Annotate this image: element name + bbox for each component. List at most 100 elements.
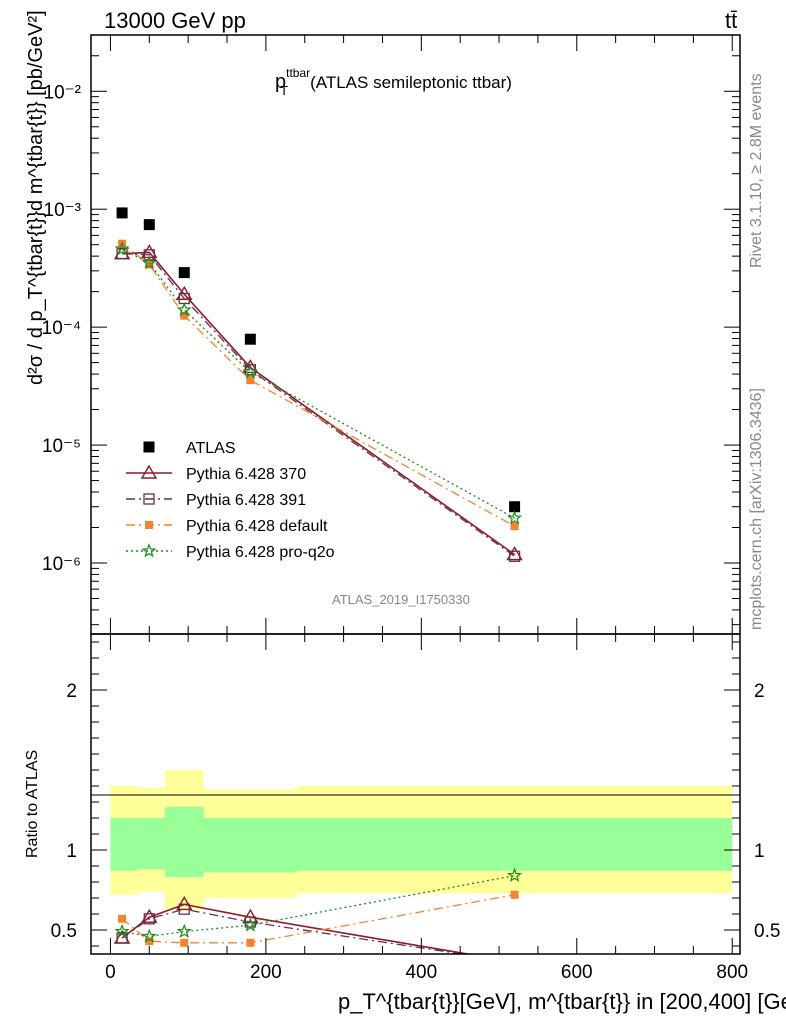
- data-point: [176, 896, 193, 911]
- data-point: [116, 932, 128, 944]
- x-axis-label: p_T^{tbar{t}}[GeV], m^{tbar{t}} in [200,…: [338, 989, 786, 1014]
- legend-entry: Pythia 6.428 pro-q2o: [126, 543, 335, 561]
- ratio-frame: [90, 633, 741, 955]
- data-point: [510, 522, 519, 531]
- legend-label: Pythia 6.428 391: [186, 492, 306, 509]
- legend-entry: Pythia 6.428 370: [126, 464, 306, 483]
- y-tick-label: 10⁻⁴: [42, 318, 81, 339]
- ratio-data-layer: [113, 867, 523, 954]
- legend-marker: [140, 464, 158, 479]
- ratio-y-tick-label: 1: [66, 841, 77, 862]
- legend-marker: [143, 441, 155, 453]
- data-point: [178, 903, 190, 915]
- x-tick-label: 400: [405, 962, 437, 983]
- data-point: [145, 260, 154, 269]
- title-rest: (ATLAS semileptonic ttbar): [310, 73, 512, 92]
- series-line: [122, 251, 516, 556]
- x-tick-label: 800: [716, 962, 748, 983]
- y-tick-label: 10⁻⁵: [42, 436, 81, 457]
- legend-label: Pythia 6.428 370: [186, 466, 306, 483]
- data-point: [143, 219, 155, 231]
- title-sub: T: [280, 83, 288, 98]
- data-point: [508, 550, 521, 562]
- series-line: [121, 248, 515, 519]
- x-tick-label: 200: [250, 962, 282, 983]
- series-1: [116, 903, 467, 954]
- data-point: [141, 908, 158, 923]
- legend-entry: Pythia 6.428 391: [126, 492, 306, 509]
- ratio-y-tick-label: 2: [66, 681, 77, 702]
- data-point: [141, 928, 157, 943]
- series-4: [114, 241, 523, 525]
- legend-label: Pythia 6.428 pro-q2o: [186, 544, 335, 561]
- legend-marker: [143, 493, 155, 505]
- data-point: [114, 241, 130, 256]
- ratio-y-tick-label: 2: [754, 681, 765, 702]
- data-point: [176, 923, 192, 939]
- data-point: [242, 364, 258, 379]
- analysis-id: ATLAS_2019_I1750330: [332, 592, 470, 607]
- data-point: [180, 938, 189, 947]
- y-tick-label: 10⁻²: [44, 82, 82, 103]
- data-point: [116, 207, 128, 219]
- legend-marker: [145, 521, 153, 529]
- legend-entry: Pythia 6.428 default: [126, 518, 328, 535]
- ratio-uncertainty-bands: [110, 770, 733, 910]
- series-2: [118, 890, 519, 947]
- data-point: [145, 937, 154, 946]
- data-point: [507, 510, 523, 525]
- energy-label: 13000 GeV pp: [104, 8, 246, 33]
- y-tick-label: 10⁻⁶: [42, 554, 81, 575]
- series-0: [116, 207, 521, 513]
- data-point: [507, 867, 523, 882]
- ratio-y-tick-label: 0.5: [754, 921, 780, 942]
- ratio-band-inner: [296, 818, 733, 871]
- data-point: [246, 376, 255, 385]
- y-tick-label: 10⁻³: [44, 200, 82, 221]
- main-y-axis-label: d²σ / d p_T^{tbar{t}}d m^{tbar{t}} [pb/G…: [25, 10, 47, 385]
- series-line: [121, 908, 467, 954]
- data-point: [114, 923, 130, 938]
- plot-title: pttbar T (ATLAS semileptonic ttbar): [275, 66, 512, 98]
- ratio-band-inner: [137, 818, 165, 870]
- rivet-label: Rivet 3.1.10, ≥ 2.8M events: [748, 73, 765, 268]
- title-sup: ttbar: [286, 66, 310, 80]
- mcplots-label: mcplots.cern.ch [arXiv:1306.3436]: [748, 388, 765, 630]
- main-data-layer: [113, 207, 523, 562]
- ratio-band-inner: [110, 818, 138, 871]
- ratio-band-inner: [164, 806, 204, 878]
- data-point: [180, 311, 189, 320]
- data-point: [244, 333, 256, 345]
- data-point: [116, 247, 128, 260]
- data-point: [143, 913, 155, 925]
- ratio-y-axis-label: Ratio to ATLAS: [24, 750, 41, 858]
- data-point: [244, 916, 256, 928]
- ratio-axis-ticks: 0.5 0.5 1 1 2 2 0 200 400 600 800: [51, 634, 780, 983]
- series-line: [122, 252, 515, 557]
- series-3: [114, 867, 523, 943]
- legend: ATLAS Pythia 6.428 370 Pythia 6.428 391 Pyt…: [126, 440, 335, 561]
- main-panel: 10⁻⁶ 10⁻⁵ 10⁻⁴ 10⁻³ 10⁻² pttbar T (ATLAS semil…: [25, 10, 741, 635]
- data-point: [143, 249, 155, 261]
- ratio-panel: 0.5 0.5 1 1 2 2 0 200 400 600 800 Ratio to ATLAS p…: [24, 633, 786, 1014]
- main-axis-ticks: 10⁻⁶ 10⁻⁵ 10⁻⁴ 10⁻³ 10⁻²: [42, 34, 740, 634]
- x-tick-label: 600: [561, 962, 593, 983]
- data-point: [242, 917, 258, 932]
- ratio-y-tick-label: 0.5: [51, 921, 77, 942]
- data-point: [509, 501, 521, 513]
- series-3: [118, 239, 519, 531]
- legend-label: Pythia 6.428 default: [186, 518, 328, 535]
- ratio-band-inner: [203, 818, 297, 873]
- title-main: p: [275, 71, 286, 93]
- data-point: [141, 255, 157, 270]
- series-1: [113, 244, 523, 561]
- ratio-y-tick-label: 1: [754, 841, 765, 862]
- series-line: [121, 243, 515, 527]
- legend-marker: [141, 543, 157, 558]
- data-point: [176, 302, 192, 317]
- data-point: [246, 938, 255, 947]
- process-label: tt̄: [725, 8, 737, 33]
- data-point: [510, 890, 519, 899]
- x-tick-label: 0: [105, 962, 116, 983]
